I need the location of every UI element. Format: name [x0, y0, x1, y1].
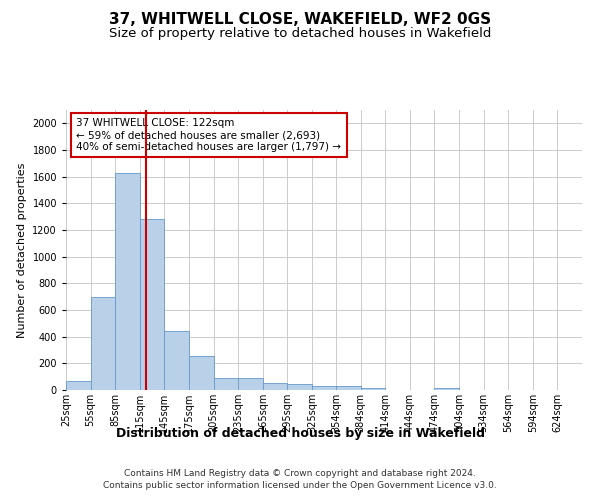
Bar: [434, 388, 459, 390]
Bar: [287, 384, 312, 390]
Text: 37 WHITWELL CLOSE: 122sqm
← 59% of detached houses are smaller (2,693)
40% of se: 37 WHITWELL CLOSE: 122sqm ← 59% of detac…: [76, 118, 341, 152]
Text: Contains HM Land Registry data © Crown copyright and database right 2024.
Contai: Contains HM Land Registry data © Crown c…: [103, 468, 497, 490]
Bar: [336, 386, 361, 390]
Y-axis label: Number of detached properties: Number of detached properties: [17, 162, 27, 338]
Bar: [263, 384, 287, 390]
Bar: [140, 218, 164, 390]
Text: Distribution of detached houses by size in Wakefield: Distribution of detached houses by size …: [115, 428, 485, 440]
Bar: [189, 356, 214, 390]
Bar: [91, 298, 115, 390]
Bar: [115, 172, 140, 390]
Text: 37, WHITWELL CLOSE, WAKEFIELD, WF2 0GS: 37, WHITWELL CLOSE, WAKEFIELD, WF2 0GS: [109, 12, 491, 28]
Bar: [312, 386, 337, 390]
Bar: [214, 378, 238, 390]
Bar: [361, 388, 385, 390]
Bar: [238, 378, 263, 390]
Text: Size of property relative to detached houses in Wakefield: Size of property relative to detached ho…: [109, 28, 491, 40]
Bar: [164, 330, 189, 390]
Bar: [66, 382, 91, 390]
